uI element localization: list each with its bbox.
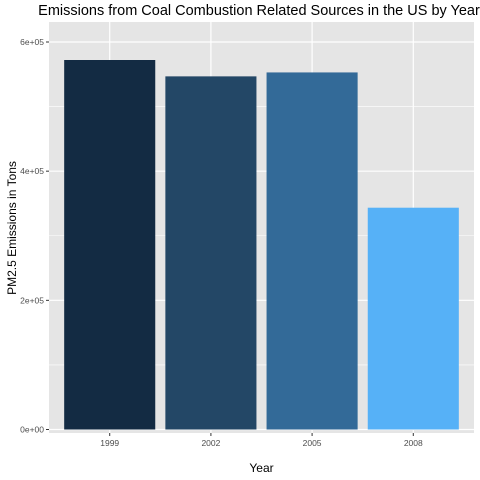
bar-2008	[367, 207, 459, 430]
x-axis-title: Year	[249, 461, 273, 475]
bars	[64, 60, 459, 430]
y-tick-label: 6e+05	[20, 37, 44, 47]
y-axis-title: PM2.5 Emissions in Tons	[5, 161, 19, 295]
y-tick-label: 0e+00	[20, 425, 44, 435]
y-axis-ticks: 0e+00 2e+05 4e+05 6e+05	[20, 37, 49, 435]
x-tick-label: 2005	[303, 438, 322, 448]
x-tick-label: 2008	[404, 438, 423, 448]
bar-2005	[266, 72, 358, 430]
y-tick-label: 2e+05	[20, 295, 44, 305]
x-tick-label: 2002	[201, 438, 220, 448]
x-tick-label: 1999	[100, 438, 119, 448]
y-tick-label: 4e+05	[20, 166, 44, 176]
x-axis-ticks: 1999 2002 2005 2008	[100, 433, 423, 448]
chart-title: Emissions from Coal Combustion Related S…	[38, 3, 480, 19]
bar-2002	[165, 76, 257, 430]
bar-1999	[64, 60, 156, 430]
